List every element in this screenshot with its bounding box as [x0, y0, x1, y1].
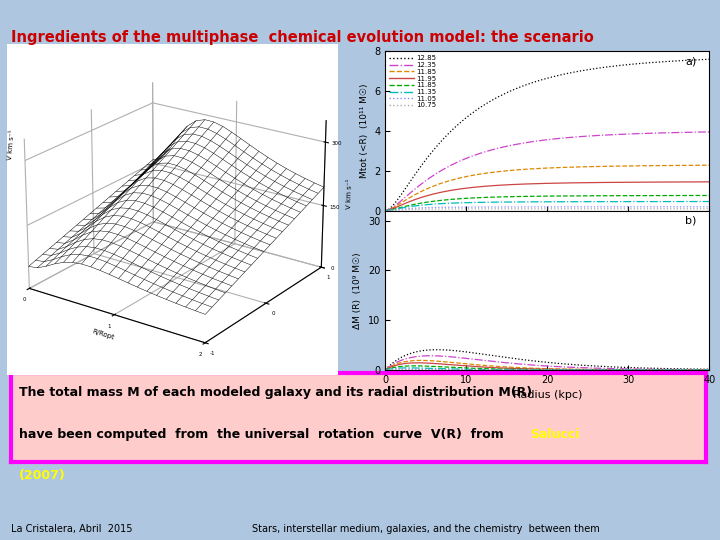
- Text: (2007): (2007): [19, 469, 66, 482]
- Text: have been computed  from  the universal  rotation  curve  V(R)  from: have been computed from the universal ro…: [19, 428, 513, 441]
- Text: The total mass M of each modeled galaxy and its radial distribution M(R): The total mass M of each modeled galaxy …: [19, 386, 532, 399]
- X-axis label: Radius (kpc): Radius (kpc): [513, 390, 582, 400]
- Text: V km s⁻¹: V km s⁻¹: [7, 130, 16, 160]
- Legend: 12.85, 12.35, 11.85, 11.95, 11.85, 11.35, 11.05, 10.75: 12.85, 12.35, 11.85, 11.95, 11.85, 11.35…: [389, 55, 436, 109]
- X-axis label: R/Ropt: R/Ropt: [91, 329, 114, 341]
- Text: La Cristalera, Abril  2015: La Cristalera, Abril 2015: [11, 523, 132, 534]
- Text: b): b): [685, 215, 696, 225]
- Y-axis label: Mtot (<R)  (10¹¹ M☉): Mtot (<R) (10¹¹ M☉): [359, 84, 369, 178]
- Text: Ingredients of the multiphase  chemical evolution model: the scenario: Ingredients of the multiphase chemical e…: [11, 30, 593, 45]
- Text: a): a): [685, 56, 696, 66]
- Text: Salucci: Salucci: [530, 428, 579, 441]
- Text: Stars, interstellar medium, galaxies, and the chemistry  between them: Stars, interstellar medium, galaxies, an…: [252, 523, 600, 534]
- Y-axis label: ΔM (R)  (10⁹ M☉): ΔM (R) (10⁹ M☉): [354, 252, 362, 328]
